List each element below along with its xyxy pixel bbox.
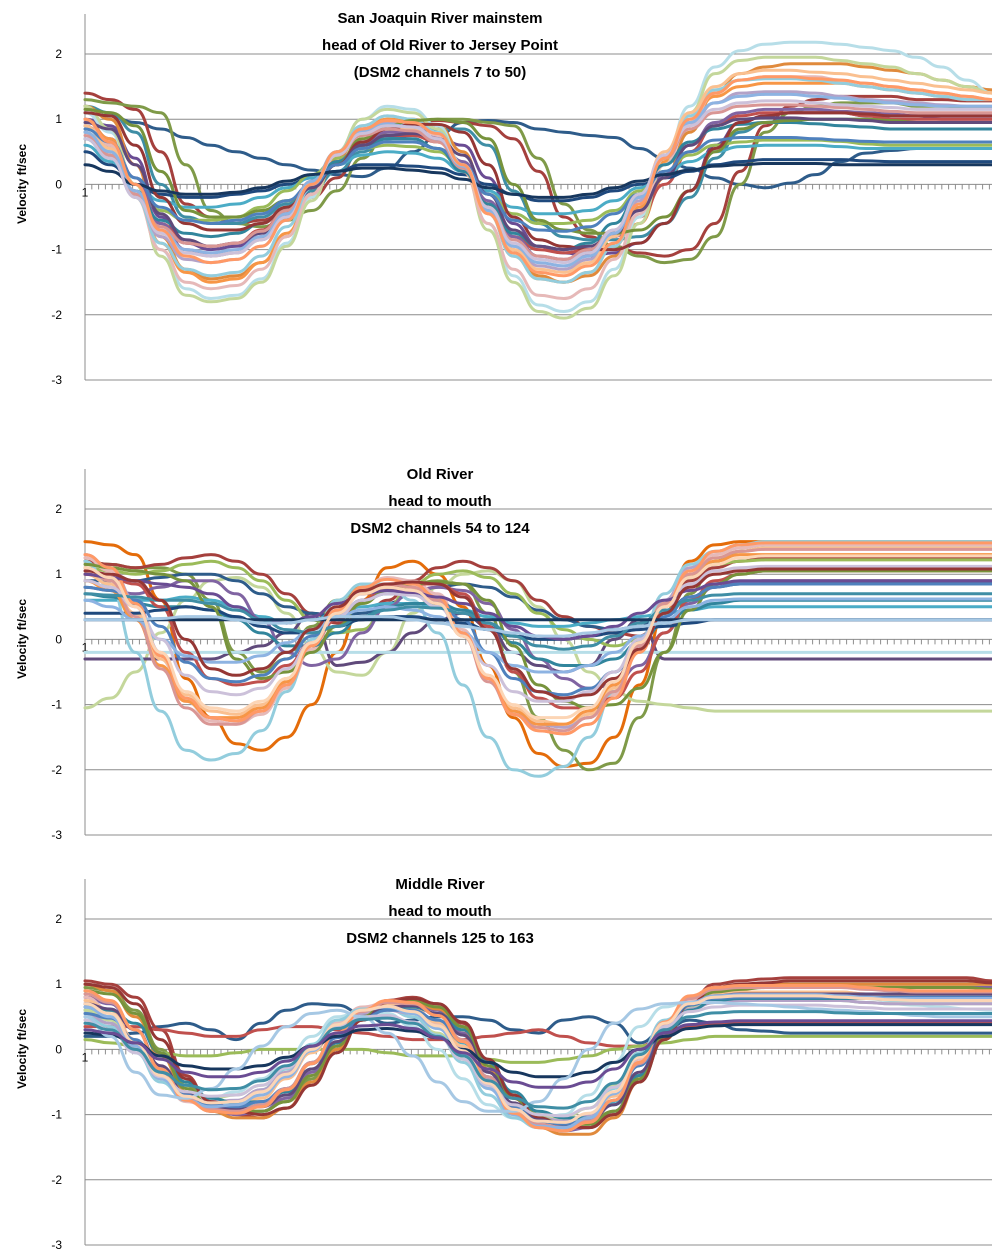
series-line	[83, 592, 992, 651]
series-line	[83, 92, 992, 268]
chart-title-line: DSM2 channels 125 to 163	[346, 930, 534, 947]
chart-title-line: head to mouth	[388, 493, 491, 510]
series-line	[83, 98, 992, 265]
y-axis-title: Velocity ft/sec	[15, 144, 29, 224]
series-line	[83, 1019, 992, 1089]
series-line	[83, 986, 992, 1130]
series-line	[83, 554, 992, 720]
series-line	[83, 62, 992, 284]
chart-title-line: Old River	[407, 466, 474, 483]
chart-title-line: DSM2 channels 54 to 124	[350, 520, 530, 537]
series-line	[83, 1034, 992, 1064]
series-line	[83, 567, 992, 700]
y-tick-label: -2	[51, 308, 62, 322]
y-tick-label: 0	[55, 177, 62, 191]
series-line	[83, 1001, 992, 1113]
y-tick-label: -1	[51, 243, 62, 257]
series-line	[83, 564, 992, 703]
series-line	[83, 562, 992, 710]
chart-title-line: San Joaquin River mainstem	[337, 10, 542, 27]
series-line	[83, 541, 992, 736]
series-line	[83, 997, 992, 1120]
series-line	[83, 55, 992, 320]
series-line	[83, 150, 992, 203]
series-line	[83, 994, 992, 1124]
series-line	[83, 111, 992, 252]
y-axis-title: Velocity ft/sec	[15, 1009, 29, 1089]
series-line	[83, 91, 992, 258]
y-tick-label: 0	[55, 1042, 62, 1056]
y-tick-label: 2	[55, 912, 62, 926]
series-line	[83, 569, 992, 713]
y-tick-label: -1	[51, 1108, 62, 1122]
y-tick-label: -3	[51, 828, 62, 842]
series-line	[83, 162, 992, 199]
series-line	[83, 143, 992, 216]
chart-3: -3 -2 -1 0 1 2 1 Middle River head to mouth DSM2 …	[15, 876, 992, 1252]
series-line	[83, 597, 992, 674]
y-tick-label: -3	[51, 1238, 62, 1249]
series-line	[83, 547, 992, 733]
series-line	[83, 103, 992, 261]
series-line	[83, 1002, 992, 1045]
series-line	[83, 111, 992, 190]
series-line	[83, 75, 992, 278]
y-tick-label: 1	[55, 567, 62, 581]
x-tick-label: 1	[82, 640, 89, 654]
series-line	[83, 1010, 992, 1110]
chart-title-line: (DSM2 channels 7 to 50)	[354, 64, 527, 81]
y-tick-label: -1	[51, 698, 62, 712]
series-line	[83, 615, 992, 638]
y-tick-label: 1	[55, 112, 62, 126]
series-line	[83, 40, 992, 313]
chart-title-line: head to mouth	[388, 903, 491, 920]
chart-2: -3 -2 -1 0 1 2 1 Old River head to mouth DSM2 cha…	[15, 466, 992, 842]
y-tick-label: 2	[55, 47, 62, 61]
series-line	[83, 1003, 992, 1118]
chart-title-line: Middle River	[395, 876, 484, 893]
y-tick-label: 0	[55, 632, 62, 646]
x-tick-label: 1	[82, 1050, 89, 1064]
series-line	[83, 553, 992, 638]
y-tick-label: -3	[51, 373, 62, 387]
y-tick-label: -2	[51, 1173, 62, 1187]
series-line	[83, 558, 992, 648]
y-tick-label: 1	[55, 977, 62, 991]
series-line	[83, 99, 992, 265]
series-line	[83, 77, 992, 284]
series-line	[83, 127, 992, 233]
y-tick-label: 2	[55, 502, 62, 516]
series-line	[83, 111, 992, 255]
series-line	[83, 984, 992, 1133]
y-tick-label: -2	[51, 763, 62, 777]
x-tick-label: 1	[82, 185, 89, 199]
chart-title-line: head of Old River to Jersey Point	[322, 37, 558, 54]
chart-1: -3 -2 -1 0 1 2 1 San Joaquin River mainstem head…	[15, 10, 992, 387]
y-axis-title: Velocity ft/sec	[15, 599, 29, 679]
